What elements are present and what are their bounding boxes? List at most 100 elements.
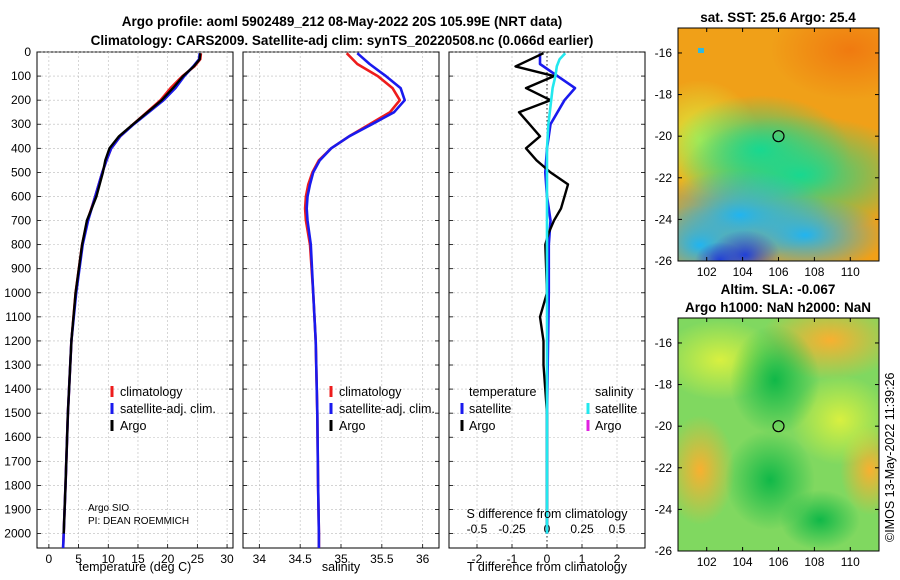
xtick-label: 0 <box>544 552 551 566</box>
salinity-xlabel: salinity <box>322 560 361 574</box>
chart-title-line1: Argo profile: aoml 5902489_212 08-May-20… <box>122 14 562 29</box>
legend-label-satellite: satellite-adj. clim. <box>339 402 435 416</box>
legend-label-t-argo: Argo <box>469 419 495 433</box>
xtick-label: 30 <box>220 552 234 566</box>
xtick-label: 0 <box>46 552 53 566</box>
ytick-label: 1000 <box>4 286 31 300</box>
map-xtick-label: 108 <box>804 555 824 569</box>
map-ytick-label: -22 <box>655 461 673 475</box>
difference-legend-temperature: temperature satellite Argo <box>460 385 536 433</box>
map-xtick-label: 102 <box>697 555 717 569</box>
legend-label-satellite: satellite-adj. clim. <box>120 402 216 416</box>
ytick-label: 800 <box>11 238 31 252</box>
xtick-label: 10 <box>102 552 116 566</box>
xtick-label: 25 <box>191 552 205 566</box>
legend-label-argo: Argo <box>120 419 146 433</box>
xtick-s-label: -0.25 <box>498 522 526 536</box>
map-xtick-label: 104 <box>733 555 753 569</box>
ytick-label: 1800 <box>4 478 31 492</box>
series-line-satellite-adj-clim- <box>61 53 201 548</box>
sla-map-title-line2: Argo h1000: NaN h2000: NaN <box>685 300 871 315</box>
map-ytick-label: -26 <box>655 254 673 268</box>
map-xtick-label: 106 <box>768 265 788 279</box>
series-group <box>514 52 577 534</box>
series-line-s-satellite <box>545 52 567 534</box>
ytick-label: 1400 <box>4 382 31 396</box>
ytick-label: 900 <box>11 262 31 276</box>
difference-legend-salinity: salinity satellite Argo <box>586 385 637 433</box>
xtick-label: 15 <box>131 552 145 566</box>
ytick-label: 600 <box>11 189 31 203</box>
xtick-label: 2 <box>614 552 621 566</box>
difference-xlabel: T difference from climatology <box>467 560 628 574</box>
map-xtick-label: 108 <box>804 265 824 279</box>
xtick-label: 5 <box>75 552 82 566</box>
map-ytick-label: -20 <box>655 419 673 433</box>
ytick-label: 300 <box>11 117 31 131</box>
map-ytick-label: -24 <box>655 502 673 516</box>
ytick-label: 1500 <box>4 406 31 420</box>
legend-title-temperature: temperature <box>469 385 536 399</box>
map-ytick-label: -26 <box>655 544 673 558</box>
ytick-label: 100 <box>11 69 31 83</box>
sst-float-marker <box>772 130 785 143</box>
ytick-label: 2000 <box>4 527 31 541</box>
ytick-label: 700 <box>11 214 31 228</box>
salinity-legend: climatology satellite-adj. clim. Argo <box>329 385 435 433</box>
map-ytick-label: -16 <box>655 336 673 350</box>
s-difference-label: S difference from climatology <box>467 507 629 521</box>
xtick-label: 34.5 <box>288 552 312 566</box>
series-group <box>303 52 407 548</box>
ytick-label: 1700 <box>4 454 31 468</box>
ytick-label: 400 <box>11 141 31 155</box>
xtick-label: 34 <box>253 552 267 566</box>
series-line-climatology <box>303 52 402 548</box>
series-line-t-argo <box>514 52 570 534</box>
ytick-label: 1600 <box>4 430 31 444</box>
map-xtick-label: 106 <box>768 555 788 569</box>
series-group <box>61 53 203 548</box>
sst-map-title: sat. SST: 25.6 Argo: 25.4 <box>700 10 856 25</box>
xtick-label: 35.5 <box>370 552 394 566</box>
legend-label-t-satellite: satellite <box>469 402 511 416</box>
legend-label-climatology: climatology <box>339 385 402 399</box>
legend-label-climatology: climatology <box>120 385 183 399</box>
temperature-xlabel: temperature (deg C) <box>79 560 192 574</box>
map-ytick-label: -18 <box>655 88 673 102</box>
map-xtick-label: 110 <box>841 555 860 569</box>
sla-map-image <box>678 318 879 551</box>
sla-map-title-line1: Altim. SLA: -0.067 <box>721 282 836 297</box>
ytick-label: 500 <box>11 165 31 179</box>
sst-map-image <box>678 28 879 261</box>
ytick-label: 1200 <box>4 334 31 348</box>
ytick-label: 1100 <box>5 310 31 324</box>
ytick-label: 0 <box>24 45 31 59</box>
xtick-label: 35 <box>334 552 348 566</box>
xtick-s-label: -0.5 <box>467 522 488 536</box>
ytick-label: 200 <box>11 93 31 107</box>
legend-label-s-argo: Argo <box>595 419 621 433</box>
map-ytick-label: -20 <box>655 129 673 143</box>
map-xtick-label: 110 <box>841 265 860 279</box>
map-xtick-label: 102 <box>697 265 717 279</box>
timestamp: ©IMOS 13-May-2022 11:39:26 <box>883 372 897 542</box>
map-xtick-label: 104 <box>733 265 753 279</box>
xtick-label: 1 <box>579 552 586 566</box>
ytick-label: 1900 <box>4 502 31 516</box>
xtick-label: -2 <box>472 552 483 566</box>
credit-line1: Argo SIO <box>88 503 129 514</box>
legend-label-s-satellite: satellite <box>595 402 637 416</box>
series-line-satellite-adj-clim- <box>305 52 407 548</box>
sla-float-marker <box>772 420 785 433</box>
xtick-s-label: 0.25 <box>570 522 594 536</box>
map-ytick-label: -22 <box>655 171 673 185</box>
map-ytick-label: -24 <box>655 212 673 226</box>
ytick-label: 1300 <box>4 358 31 372</box>
xtick-label: 20 <box>161 552 175 566</box>
xtick-label: 36 <box>416 552 430 566</box>
map-ytick-label: -16 <box>655 46 673 60</box>
credit-line2: PI: DEAN ROEMMICH <box>88 516 189 527</box>
series-line-argo <box>62 53 202 534</box>
chart-title-line2: Climatology: CARS2009. Satellite-adj cli… <box>91 33 594 48</box>
